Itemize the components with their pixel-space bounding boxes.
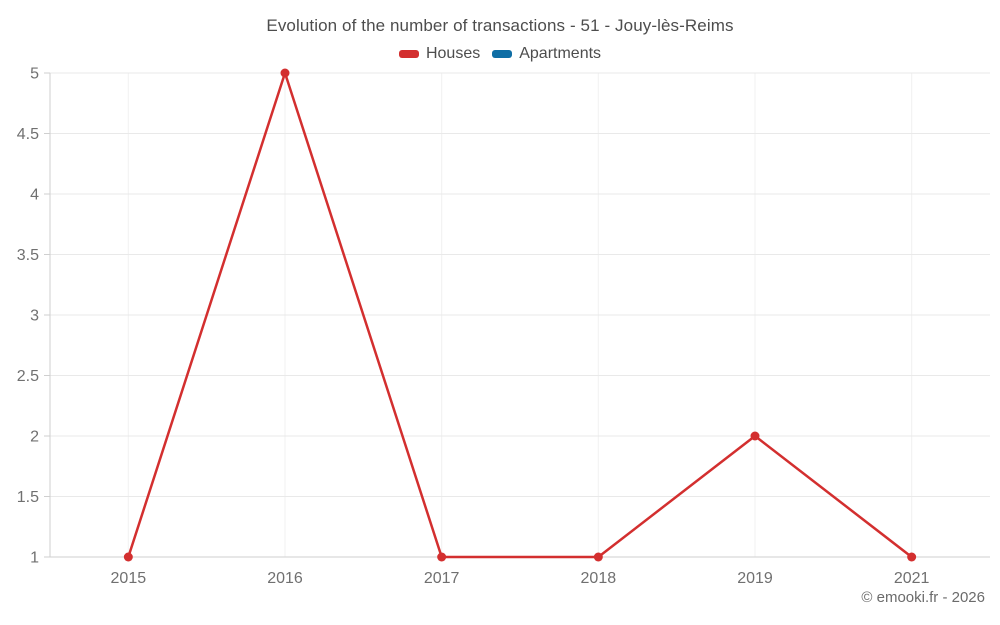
y-axis-label-5: 5 [30,66,39,83]
legend-label-apartments: Apartments [519,45,602,62]
y-axis-label-1: 1 [30,550,39,567]
houses-data-point-2015[interactable] [123,552,133,562]
x-axis-label-2016: 2016 [267,570,303,587]
apartments-legend-swatch-icon [492,50,513,58]
legend-item-houses[interactable]: Houses [398,45,481,63]
x-axis-label-2015: 2015 [111,570,147,587]
y-axis-label-3.5: 3.5 [17,247,39,264]
x-axis-label-2019: 2019 [737,570,773,587]
legend-item-apartments[interactable]: Apartments [492,45,601,63]
copyright-text: © emooki.fr - 2026 [861,589,985,606]
y-axis-label-4.5: 4.5 [17,126,39,143]
legend-label-houses: Houses [425,45,481,62]
houses-legend-swatch-icon [398,50,419,58]
x-axis-label-2018: 2018 [581,570,617,587]
y-axis-label-2: 2 [30,429,39,446]
legend: Houses Apartments [0,45,1000,63]
houses-data-point-2016[interactable] [280,68,290,78]
x-axis-label-2021: 2021 [894,570,930,587]
x-axis-label-2017: 2017 [424,570,460,587]
houses-data-point-2019[interactable] [750,431,760,441]
y-axis-label-1.5: 1.5 [17,489,39,506]
houses-data-point-2021[interactable] [907,552,917,562]
houses-data-point-2018[interactable] [593,552,603,562]
y-axis-label-2.5: 2.5 [17,368,39,385]
houses-data-point-2017[interactable] [437,552,447,562]
y-axis-label-3: 3 [30,308,39,325]
houses-series-line [127,71,913,559]
y-axis-label-4: 4 [30,187,39,204]
chart-title: Evolution of the number of transactions … [266,16,734,35]
